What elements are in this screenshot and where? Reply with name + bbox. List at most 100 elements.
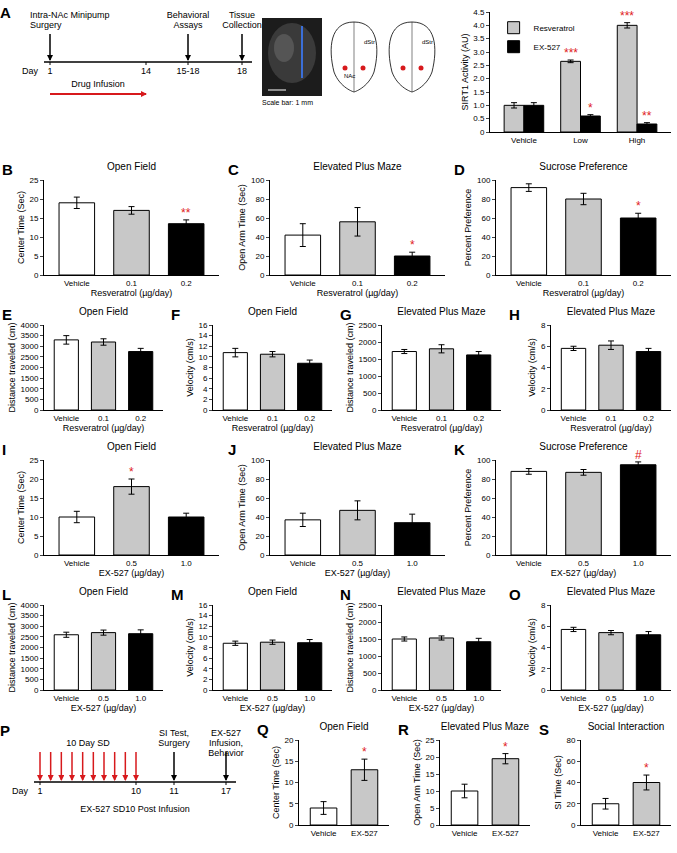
svg-text:2500: 2500 [359,601,377,610]
svg-text:3000: 3000 [21,622,39,631]
svg-text:0: 0 [541,686,546,695]
svg-text:500: 500 [363,669,377,678]
svg-text:*: * [636,199,641,213]
svg-text:25: 25 [425,736,434,745]
svg-text:0: 0 [34,686,39,695]
svg-text:0.5: 0.5 [578,559,590,568]
svg-text:*: * [410,238,415,252]
svg-text:500: 500 [25,675,39,684]
svg-text:Resveratrol (µg/day): Resveratrol (µg/day) [63,423,145,433]
svg-text:14: 14 [198,331,207,340]
svg-text:1000: 1000 [21,665,39,674]
svg-text:Elevated Plus Maze: Elevated Plus Maze [567,306,656,317]
svg-text:1.0: 1.0 [633,559,645,568]
svg-text:8: 8 [203,643,208,652]
svg-text:*: * [588,101,593,115]
svg-text:Elevated Plus Maze: Elevated Plus Maze [567,586,656,597]
svg-text:20: 20 [566,800,575,809]
svg-text:0.5: 0.5 [267,694,279,703]
svg-text:EX-527 (µg/day): EX-527 (µg/day) [240,703,306,713]
svg-text:1.0: 1.0 [135,694,147,703]
svg-text:*: * [503,740,508,754]
svg-text:5: 5 [289,800,294,809]
svg-text:40: 40 [481,513,490,522]
svg-text:0: 0 [203,406,208,415]
svg-text:dStr: dStr [422,39,433,45]
svg-text:***: *** [564,46,578,60]
svg-text:12: 12 [198,342,207,351]
svg-text:EX-527: EX-527 [534,43,561,52]
svg-text:40: 40 [566,778,575,787]
svg-text:#: # [635,448,642,462]
svg-text:25: 25 [29,176,38,185]
svg-text:0.2: 0.2 [135,414,147,423]
svg-text:2: 2 [541,385,546,394]
svg-text:6: 6 [541,622,546,631]
svg-text:0: 0 [34,406,39,415]
svg-text:Open Field: Open Field [248,586,297,597]
svg-text:SIRT1 Activity (AU): SIRT1 Activity (AU) [460,34,470,111]
svg-text:0: 0 [486,271,491,280]
svg-text:**: ** [642,109,652,123]
svg-text:10: 10 [198,353,207,362]
svg-text:2000: 2000 [21,643,39,652]
svg-text:SI Time (Sec): SI Time (Sec) [553,755,563,810]
svg-text:Center Time (Sec): Center Time (Sec) [271,746,281,819]
svg-text:4: 4 [541,643,546,652]
svg-text:2000: 2000 [359,618,377,627]
svg-text:40: 40 [255,233,264,242]
svg-text:2000: 2000 [21,363,39,372]
svg-text:80: 80 [481,195,490,204]
svg-text:Vehicle: Vehicle [593,829,619,838]
svg-text:0.1: 0.1 [98,414,110,423]
svg-text:0.1: 0.1 [605,414,617,423]
svg-text:40: 40 [481,233,490,242]
svg-text:80: 80 [481,475,490,484]
svg-text:16: 16 [198,601,207,610]
svg-text:100: 100 [477,176,491,185]
svg-text:0: 0 [289,821,294,830]
svg-text:Distance traveled (cm): Distance traveled (cm) [345,322,355,412]
svg-text:EX-527 (µg/day): EX-527 (µg/day) [71,703,137,713]
svg-text:60: 60 [481,214,490,223]
svg-text:Velocity (cm/s): Velocity (cm/s) [527,338,537,397]
svg-text:**: ** [181,206,191,220]
svg-text:2.0: 2.0 [473,74,485,83]
svg-text:0: 0 [372,406,377,415]
svg-text:40: 40 [255,513,264,522]
svg-text:Open Field: Open Field [248,306,297,317]
svg-text:15: 15 [284,757,293,766]
svg-text:500: 500 [25,395,39,404]
svg-text:Center Time (Sec): Center Time (Sec) [16,471,26,544]
svg-text:0.2: 0.2 [407,279,419,288]
svg-text:4: 4 [203,385,208,394]
svg-text:1.5: 1.5 [473,88,485,97]
svg-text:Vehicle: Vehicle [311,829,337,838]
svg-text:Elevated Plus Maze: Elevated Plus Maze [441,721,530,732]
svg-text:High: High [629,136,645,145]
svg-text:1500: 1500 [21,654,39,663]
svg-text:6: 6 [203,374,208,383]
svg-text:4000: 4000 [21,321,39,330]
svg-text:Velocity (cm/s): Velocity (cm/s) [527,618,537,677]
svg-text:dStr: dStr [364,39,375,45]
svg-text:80: 80 [255,475,264,484]
svg-text:15: 15 [29,214,38,223]
svg-text:0: 0 [34,551,39,560]
svg-text:10: 10 [29,513,38,522]
svg-text:60: 60 [255,494,264,503]
svg-text:*: * [644,761,649,775]
svg-text:4000: 4000 [21,601,39,610]
svg-text:EX-527: EX-527 [633,829,660,838]
svg-text:60: 60 [566,757,575,766]
svg-text:2: 2 [541,665,546,674]
svg-text:Vehicle: Vehicle [516,279,542,288]
svg-text:100: 100 [251,456,265,465]
svg-text:Vehicle: Vehicle [64,279,90,288]
svg-text:EX-527 (µg/day): EX-527 (µg/day) [409,703,475,713]
svg-text:20: 20 [425,753,434,762]
svg-text:20: 20 [481,252,490,261]
svg-text:Vehicle: Vehicle [222,414,248,423]
svg-text:1500: 1500 [359,635,377,644]
svg-text:0.5: 0.5 [352,559,364,568]
